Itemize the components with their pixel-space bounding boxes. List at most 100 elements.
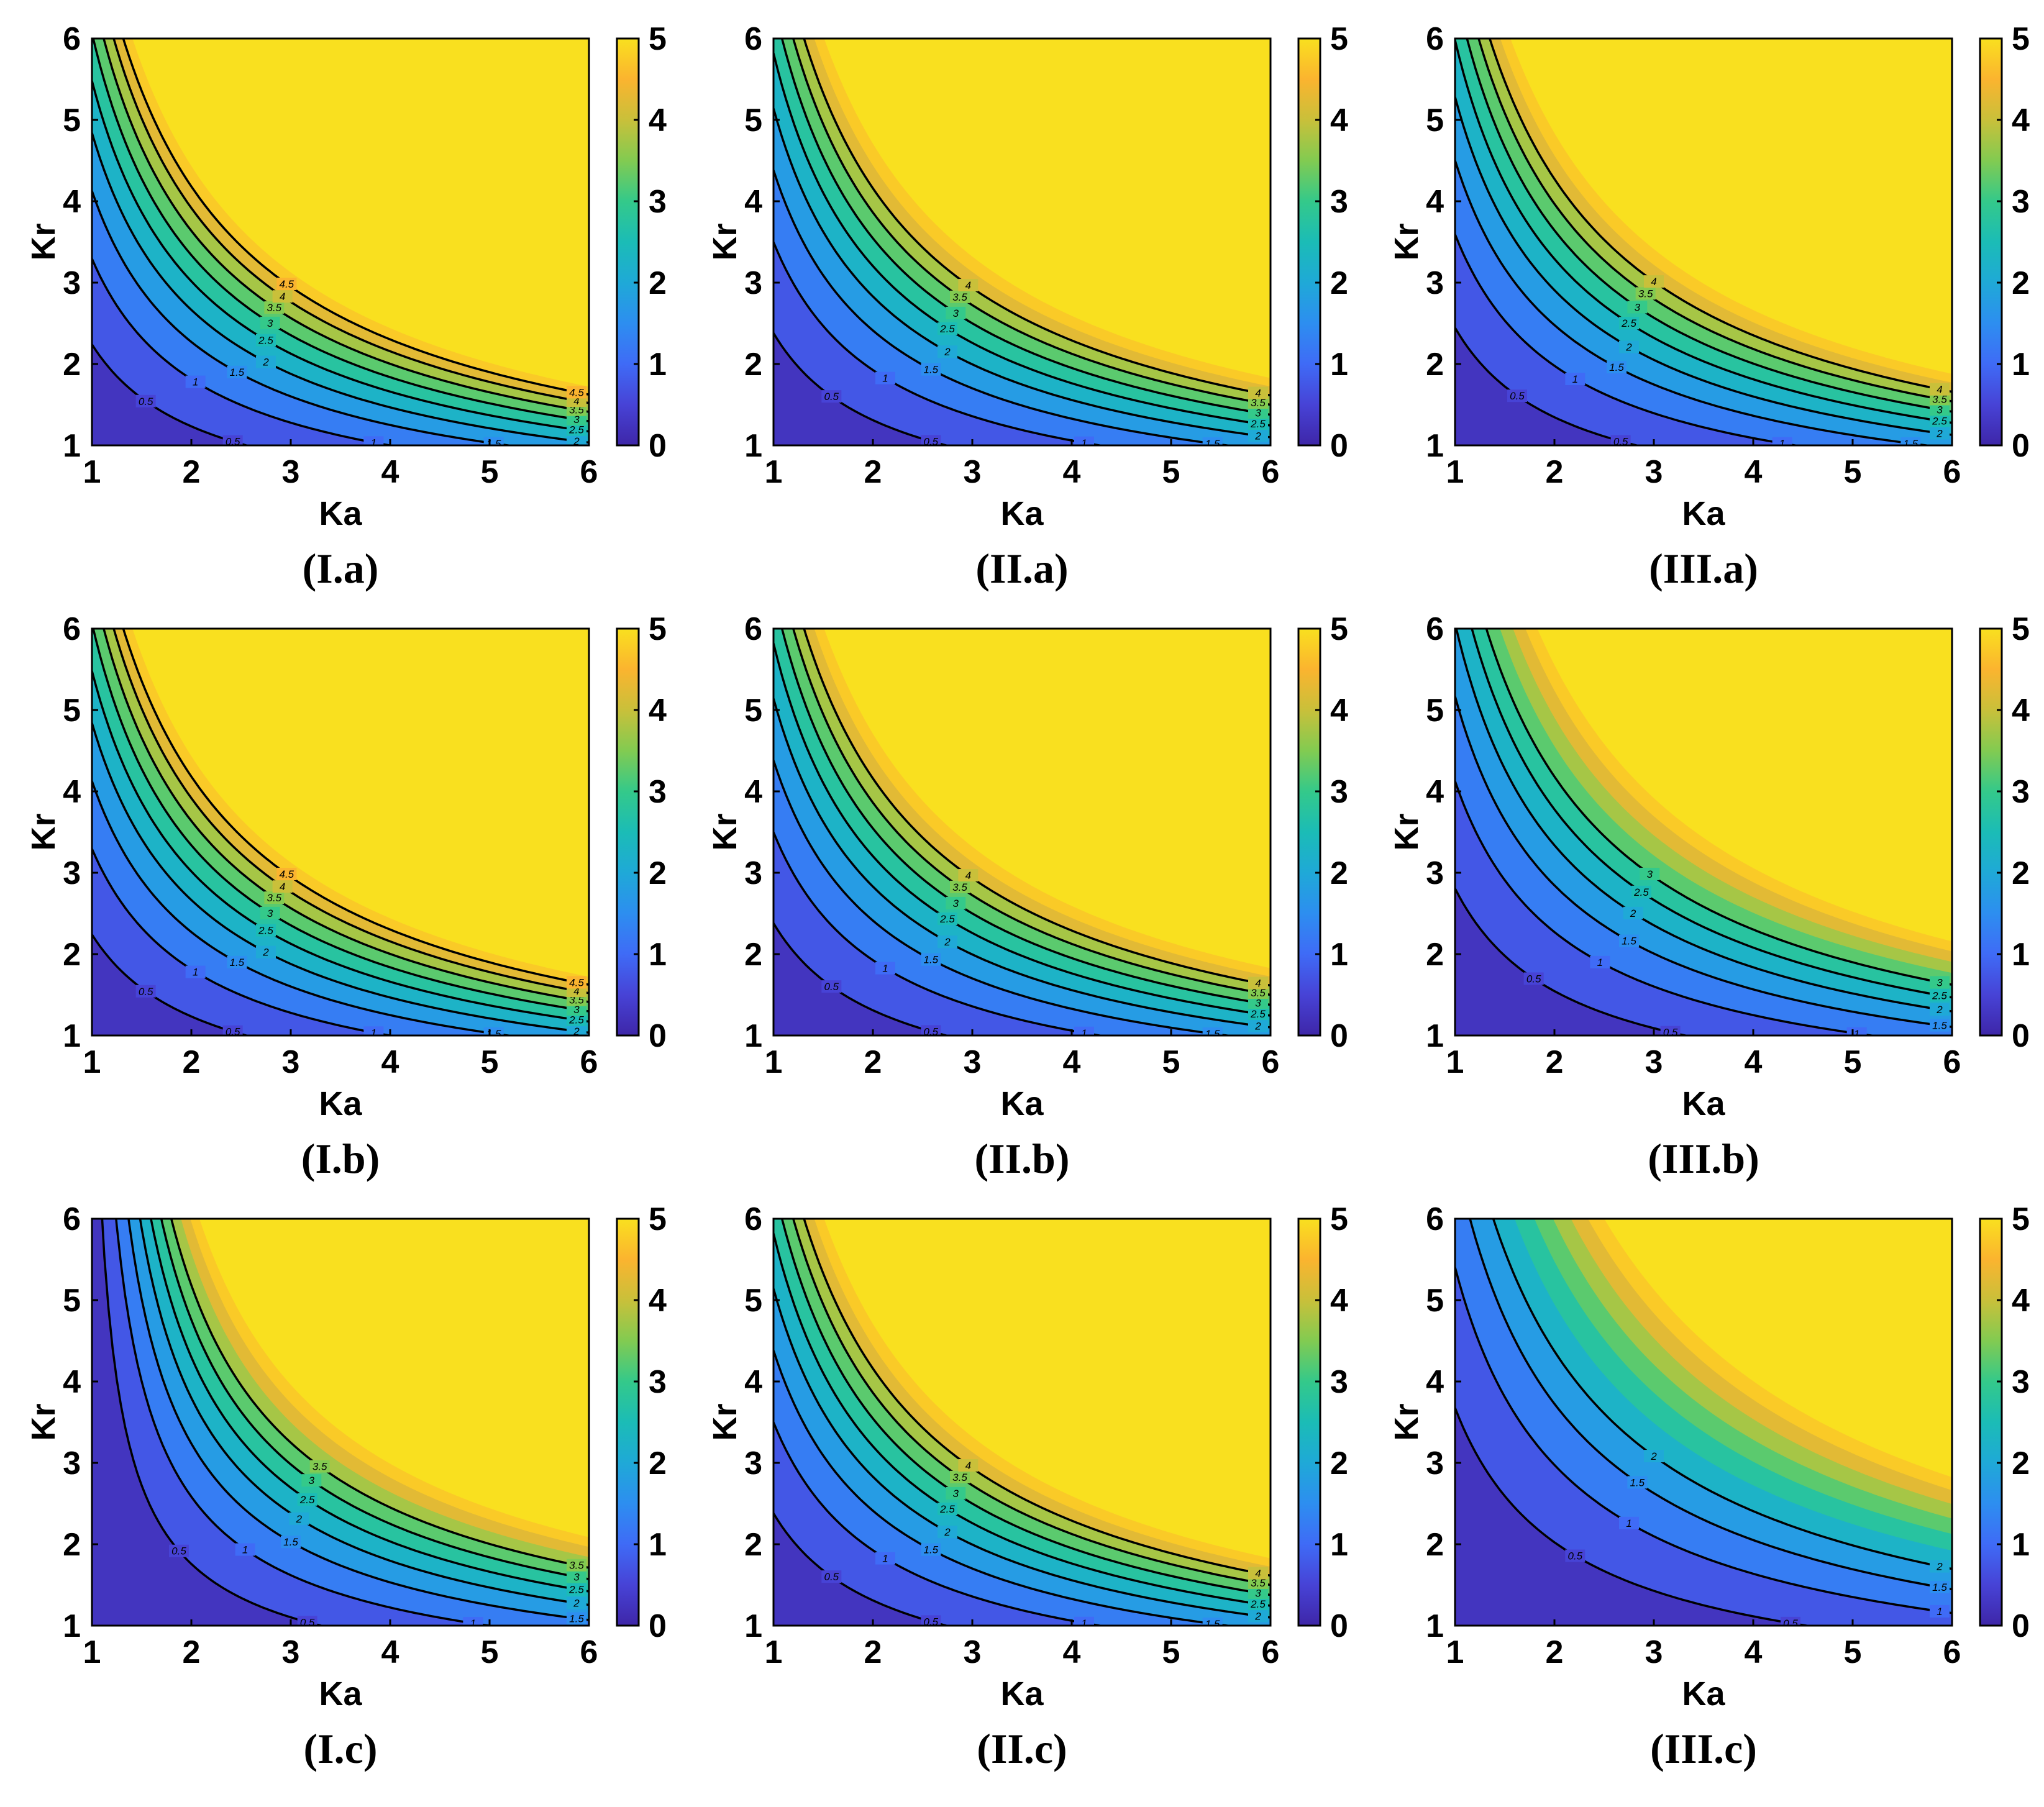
y-tick-label: 1	[63, 1608, 81, 1644]
contour-label: 0.5	[300, 1616, 315, 1628]
panel-III-c: 0.5 0.5 1 1 1.5 1.5 2 2 1 2 3 4 5 6 1 2 3 4 5 6 Ka Kr 0 1 2 3 4 5 (…	[1363, 1180, 2044, 1782]
contour-label-bg	[567, 1559, 586, 1572]
contour-label-bg	[1074, 436, 1094, 445]
contour-label-bg	[1619, 1516, 1639, 1529]
contour-line	[1485, 629, 1952, 986]
x-tick-label: 3	[282, 1044, 300, 1080]
contour-label-bg	[1523, 972, 1544, 985]
contour-label-bg	[567, 413, 586, 426]
y-tick-label: 2	[63, 1527, 81, 1563]
contour-line	[1455, 160, 1935, 445]
contour-label: 1.5	[1205, 438, 1220, 450]
contour-label: 2	[944, 1526, 951, 1538]
x-tick-label: 6	[580, 454, 598, 490]
contour-line	[792, 1219, 1271, 1586]
contour-label: 3	[573, 1004, 580, 1016]
y-tick-label: 1	[1426, 1608, 1444, 1644]
plot-area: 0.5 0.5 1 1 1.5 1.5 2 2 2.5 2.5 3 3	[1455, 629, 1952, 1035]
x-tick-label: 6	[580, 1044, 598, 1080]
x-tick-label: 3	[1645, 1634, 1663, 1670]
y-tick-label: 6	[744, 611, 762, 647]
contour-label-bg	[567, 1013, 586, 1026]
panel-I-c: 0.5 0.5 1 1 1.5 1.5 2 2 2.5 2.5 3 3 3.5 3.5 1 2 3 4 5 6 1 2 3 4…	[0, 1180, 681, 1782]
contour-line	[773, 1513, 951, 1626]
x-tick-label: 1	[765, 1634, 783, 1670]
contour-line	[773, 1350, 1236, 1626]
colorbar-tick-label: 0	[2012, 1608, 2030, 1644]
plot-area: 0.5 0.5 1 1 1.5 1.5 2 2	[1455, 1219, 1952, 1626]
colorbar-tick-label: 0	[1330, 428, 1348, 464]
contour-label-bg	[567, 1612, 586, 1625]
colorbar-tick-label: 2	[2012, 1445, 2030, 1482]
x-tick-label: 6	[1262, 1634, 1280, 1670]
contour-label: 2	[944, 346, 951, 358]
contour-label: 2.5	[568, 1584, 584, 1596]
contour-line	[773, 332, 951, 445]
contour-label-bg	[276, 867, 297, 880]
contour-line	[773, 643, 1271, 1017]
contour-label: 3.5	[1932, 393, 1947, 405]
contour-line	[773, 1233, 1271, 1607]
colorbar-tick-label: 0	[2012, 1018, 2030, 1054]
contour-label: 1	[470, 1618, 476, 1629]
contour-label-bg	[950, 880, 970, 893]
contour-label-bg	[1248, 976, 1268, 990]
contour-line	[1471, 629, 1952, 999]
contour-label: 2.5	[939, 323, 955, 335]
y-tick-label: 5	[63, 102, 81, 139]
contour-label: 3.5	[267, 302, 282, 314]
contour-label-bg	[1248, 986, 1268, 999]
contour-label: 3	[1255, 1587, 1261, 1599]
contour-label-bg	[227, 955, 247, 968]
colorbar-tick-label: 5	[1330, 21, 1348, 57]
panel-caption: (I.b)	[301, 1135, 380, 1182]
colorbar-tick-label: 2	[649, 855, 667, 891]
contour-line	[92, 344, 251, 445]
contour-label: 2	[573, 435, 580, 447]
contour-label: 1	[1081, 1027, 1087, 1039]
contour-label: 2	[262, 357, 269, 368]
x-tick-label: 3	[964, 454, 982, 490]
contour-label: 2.5	[258, 335, 273, 347]
colorbar-tick-label: 5	[1330, 1201, 1348, 1237]
contour-label: 2.5	[568, 424, 584, 436]
contour-label-bg	[938, 935, 957, 949]
colorbar-tick-label: 2	[1330, 1445, 1348, 1482]
contour-label: 2.5	[1932, 990, 1947, 1001]
contour-label-bg	[463, 1617, 483, 1626]
contour-label-bg	[1248, 1019, 1268, 1032]
contour-line	[1455, 96, 1952, 436]
contour-label: 1	[371, 1027, 376, 1039]
y-tick-label: 3	[1426, 265, 1444, 301]
contour-line	[773, 832, 1106, 1035]
colorbar-tick-label: 4	[2012, 102, 2030, 139]
x-tick-label: 2	[1546, 1044, 1564, 1080]
y-tick-label: 4	[1426, 1364, 1444, 1400]
x-tick-label: 5	[1162, 1634, 1180, 1670]
contour-label-bg	[1248, 996, 1268, 1009]
colorbar-tick-label: 3	[649, 1364, 667, 1400]
contour-label: 1	[242, 1544, 248, 1556]
contour-label: 4	[573, 985, 579, 997]
contour-label-bg	[1623, 906, 1643, 919]
colorbar-tick-label: 2	[2012, 265, 2030, 301]
contour-line	[1455, 327, 1641, 445]
x-axis-label: Ka	[1682, 495, 1725, 532]
contour-line	[92, 80, 589, 433]
contour-line	[1466, 39, 1952, 413]
y-tick-label: 3	[744, 265, 762, 301]
contour-label-bg	[1248, 1598, 1268, 1611]
axes-frame	[772, 37, 1272, 447]
contour-line	[792, 629, 1271, 996]
colorbar-tick-label: 4	[1330, 102, 1348, 139]
contour-label: 2	[1650, 1450, 1657, 1462]
contour-label: 2.5	[568, 1014, 584, 1026]
contour-label-bg	[1202, 1027, 1223, 1035]
x-tick-label: 4	[1745, 1634, 1763, 1670]
x-tick-label: 2	[864, 454, 882, 490]
x-axis-label: Ka	[1000, 1085, 1044, 1122]
y-tick-label: 2	[744, 1527, 762, 1563]
